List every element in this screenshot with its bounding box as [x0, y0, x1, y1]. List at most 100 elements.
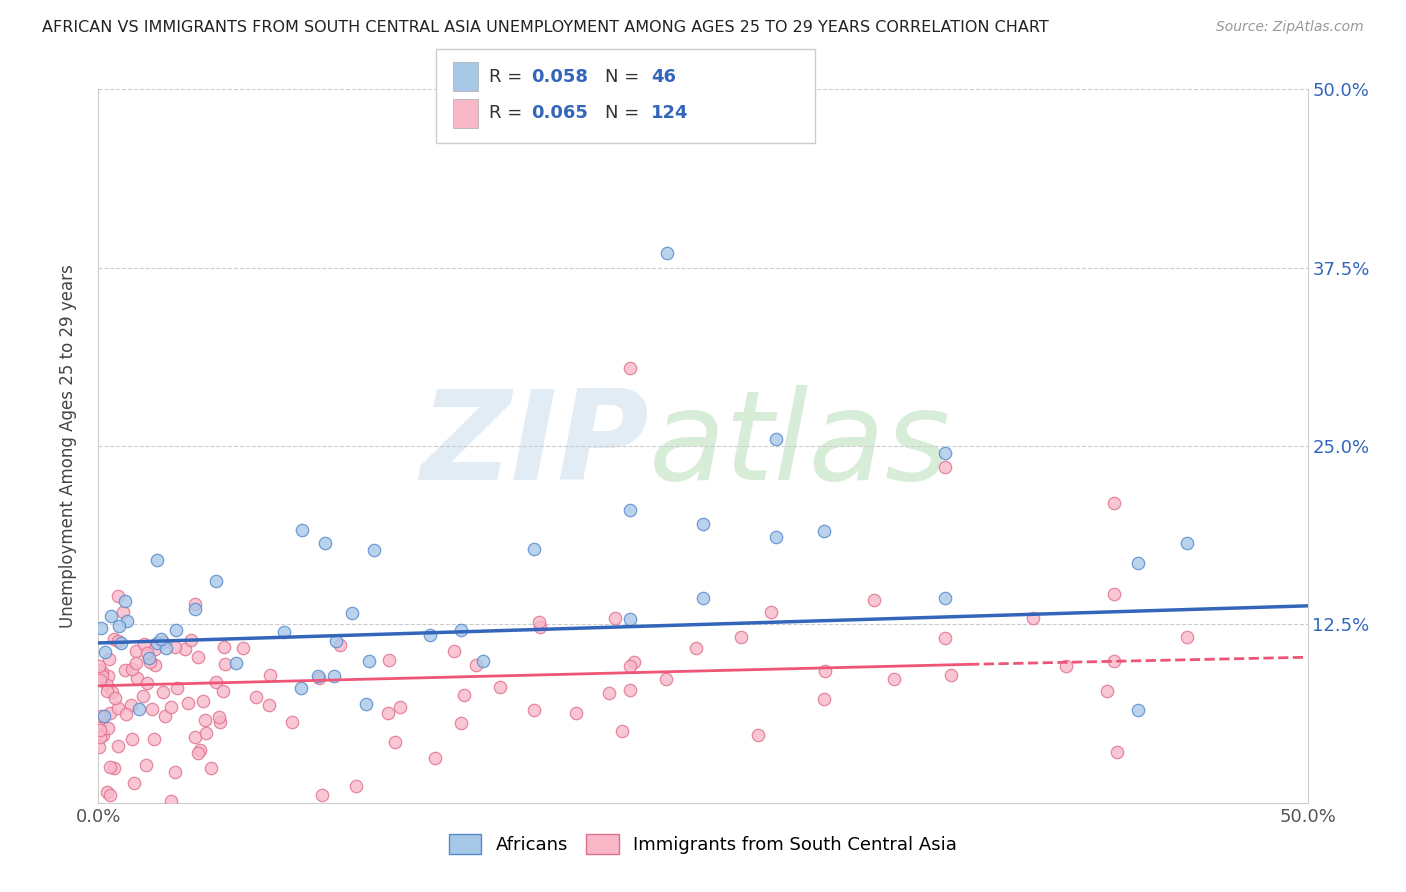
Point	[311, 788, 333, 802]
Point	[125, 643, 148, 657]
Point	[90, 715, 112, 730]
Point	[323, 669, 346, 683]
Point	[132, 690, 155, 704]
Point	[107, 589, 129, 603]
Point	[98, 788, 121, 802]
Text: ZIP: ZIP	[420, 385, 648, 507]
Point	[191, 694, 214, 708]
Point	[90, 621, 112, 635]
Point	[146, 552, 169, 566]
Point	[619, 683, 641, 698]
Point	[529, 620, 551, 634]
Point	[934, 446, 956, 460]
Point	[612, 724, 634, 739]
Point	[598, 686, 620, 700]
Point	[363, 542, 385, 557]
Point	[89, 723, 111, 737]
Point	[134, 637, 156, 651]
Point	[100, 685, 122, 699]
Point	[93, 708, 115, 723]
Point	[281, 714, 304, 729]
Point	[141, 702, 163, 716]
Text: N =: N =	[605, 104, 644, 122]
Point	[94, 645, 117, 659]
Point	[107, 633, 129, 648]
Point	[862, 592, 884, 607]
Point	[98, 706, 121, 720]
Point	[325, 634, 347, 648]
Point	[166, 681, 188, 695]
Point	[90, 708, 112, 723]
Point	[934, 631, 956, 645]
Point	[124, 656, 146, 670]
Point	[180, 632, 202, 647]
Point	[184, 730, 207, 744]
Point	[1095, 683, 1118, 698]
Point	[1102, 496, 1125, 510]
Point	[91, 669, 114, 683]
Point	[87, 659, 110, 673]
Point	[163, 765, 186, 780]
Point	[388, 699, 411, 714]
Point	[142, 731, 165, 746]
Point	[139, 655, 162, 669]
Point	[127, 671, 149, 685]
Point	[273, 625, 295, 640]
Point	[419, 628, 441, 642]
Point	[107, 739, 129, 753]
Text: 124: 124	[651, 104, 689, 122]
Text: R =: R =	[489, 104, 529, 122]
Point	[619, 658, 641, 673]
Point	[307, 669, 329, 683]
Point	[623, 655, 645, 669]
Text: 46: 46	[651, 68, 676, 86]
Point	[765, 530, 787, 544]
Point	[443, 643, 465, 657]
Point	[103, 761, 125, 775]
Text: R =: R =	[489, 68, 529, 86]
Point	[340, 606, 363, 620]
Point	[153, 708, 176, 723]
Point	[138, 651, 160, 665]
Point	[1175, 536, 1198, 550]
Point	[165, 640, 187, 654]
Point	[107, 619, 129, 633]
Point	[160, 794, 183, 808]
Y-axis label: Unemployment Among Ages 25 to 29 years: Unemployment Among Ages 25 to 29 years	[59, 264, 77, 628]
Point	[934, 591, 956, 605]
Point	[87, 739, 110, 754]
Point	[114, 663, 136, 677]
Point	[765, 432, 787, 446]
Text: 0.058: 0.058	[531, 68, 589, 86]
Point	[114, 707, 136, 722]
Point	[98, 652, 121, 666]
Point	[135, 646, 157, 660]
Point	[245, 690, 267, 704]
Point	[934, 460, 956, 475]
Point	[225, 656, 247, 670]
Point	[89, 731, 111, 745]
Point	[759, 605, 782, 619]
Point	[107, 701, 129, 715]
Point	[103, 632, 125, 646]
Point	[152, 635, 174, 649]
Point	[200, 761, 222, 775]
Point	[208, 714, 231, 729]
Point	[176, 696, 198, 710]
Point	[96, 785, 118, 799]
Point	[183, 601, 205, 615]
Point	[384, 734, 406, 748]
Point	[603, 611, 626, 625]
Point	[100, 609, 122, 624]
Point	[159, 700, 181, 714]
Point	[96, 678, 118, 692]
Point	[114, 594, 136, 608]
Point	[98, 760, 121, 774]
Point	[110, 636, 132, 650]
Point	[208, 710, 231, 724]
Point	[450, 623, 472, 637]
Point	[523, 541, 546, 556]
Point	[564, 706, 586, 720]
Point	[194, 713, 217, 727]
Point	[205, 574, 228, 588]
